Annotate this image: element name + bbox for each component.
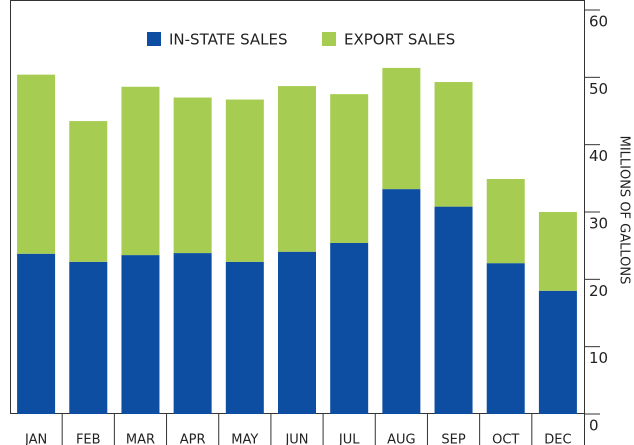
bar-segment [434, 206, 473, 414]
bar-segment [278, 86, 316, 252]
y-tick-label: 50 [589, 80, 608, 98]
legend-label: EXPORT SALES [344, 31, 455, 49]
bar-segment [173, 97, 212, 254]
y-tick-label: 60 [589, 13, 608, 31]
bar-segment [69, 261, 108, 414]
legend-label: IN-STATE SALES [169, 31, 288, 49]
x-tick-label: AUG [387, 433, 415, 445]
x-tick-label: MAY [231, 433, 258, 445]
bar-segment [382, 189, 421, 414]
legend-swatch [322, 32, 336, 46]
bar-segment [121, 255, 160, 414]
x-tick-label: JUN [284, 433, 308, 445]
legend-swatch [147, 32, 161, 46]
y-tick-label: 30 [589, 215, 608, 233]
x-tick-label: DEC [544, 433, 571, 445]
x-tick-label: FEB [76, 433, 101, 445]
bar-segment [173, 253, 212, 414]
x-tick-label: MAR [126, 433, 155, 445]
bar-segment [17, 253, 56, 414]
bar-segment [486, 263, 525, 414]
bar-segment [278, 251, 316, 414]
y-tick-label: 10 [589, 349, 608, 367]
bar-segment [538, 212, 577, 291]
x-tick-label: SEP [441, 433, 465, 445]
bar-segment [17, 74, 56, 254]
bar-segment [69, 121, 108, 262]
bar-segment [382, 67, 421, 190]
y-tick-label: 0 [589, 417, 599, 435]
bar-segment [225, 99, 264, 262]
bar-segment [330, 94, 369, 243]
x-tick-label: JAN [24, 433, 47, 445]
y-tick-label: 20 [589, 282, 608, 300]
x-tick-label: OCT [492, 433, 519, 445]
bar-segment [121, 86, 160, 256]
y-axis-title: MILLIONS OF GALLONS [617, 136, 632, 285]
y-tick-label: 40 [589, 147, 608, 165]
bar-segment [486, 179, 525, 264]
bar-segment [538, 290, 577, 414]
bar-segment [330, 242, 369, 414]
bar-segment [225, 261, 264, 414]
x-tick-label: JUL [338, 433, 360, 445]
bar-segment [434, 82, 473, 207]
x-tick-label: APR [180, 433, 206, 445]
